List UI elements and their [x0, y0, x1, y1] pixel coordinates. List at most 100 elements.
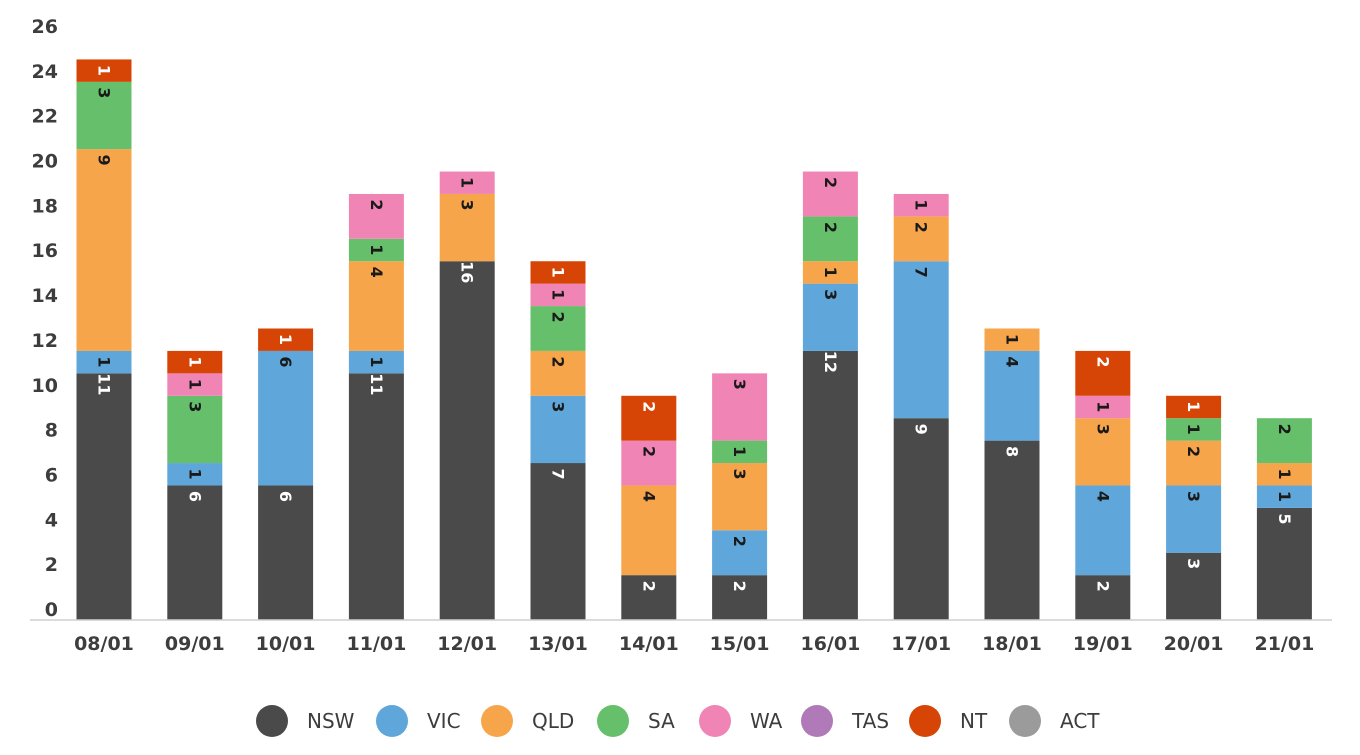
- bar-value-label: 2: [730, 581, 749, 592]
- bar-segment-sa: [530, 306, 586, 351]
- bar-segment-sa: [1256, 418, 1312, 464]
- legend: NSW VIC QLD SA WA TAS NT ACT: [256, 705, 1100, 737]
- bar-value-label: 2: [1093, 581, 1112, 592]
- bar-value-label: 4: [1093, 491, 1112, 502]
- bar-value-label: 8: [1003, 446, 1022, 457]
- bar-segment-vic: [712, 530, 768, 576]
- bar-segment-qld: [530, 350, 586, 396]
- bar-segment-nt: [1075, 350, 1131, 396]
- bar-value-label: 4: [639, 491, 658, 502]
- bar-segment-nsw: [348, 373, 404, 620]
- bar-segment-wa: [348, 193, 404, 239]
- bar-value-label: 1: [185, 356, 204, 367]
- legend-label-sa: SA: [648, 709, 675, 733]
- bar-value-label: 5: [1275, 513, 1294, 524]
- bar-segment-sa: [1166, 418, 1222, 441]
- x-tick-label: 16/01: [800, 633, 860, 655]
- bar-value-label: 2: [1275, 424, 1294, 435]
- y-tick-label: 18: [32, 195, 58, 217]
- bar-segment-vic: [348, 350, 404, 374]
- bar-value-label: 1: [458, 177, 477, 188]
- bar-segment-nt: [530, 261, 586, 284]
- bar-segment-nsw: [712, 575, 768, 620]
- bar-value-label: 1: [549, 289, 568, 300]
- bar-value-label: 2: [549, 356, 568, 367]
- bar-value-label: 11: [367, 373, 386, 395]
- bar-segment-qld: [712, 463, 768, 531]
- bar-segment-vic: [984, 350, 1040, 441]
- legend-label-qld: QLD: [532, 709, 574, 733]
- bar-value-label: 1: [1003, 334, 1022, 345]
- y-tick-label: 2: [45, 554, 58, 576]
- bar-segment-sa: [167, 395, 223, 464]
- bar-segment-nsw: [167, 485, 223, 620]
- bar-segment-nt: [76, 59, 132, 82]
- legend-swatch-wa: [699, 705, 731, 737]
- bar-value-label: 3: [821, 289, 840, 300]
- bar-value-label: 2: [821, 222, 840, 233]
- y-tick-label: 20: [32, 151, 58, 173]
- bar-value-label: 6: [185, 491, 204, 502]
- bar-value-label: 1: [95, 65, 114, 76]
- bar-value-label: 1: [1275, 491, 1294, 502]
- bar-segment-sa: [348, 238, 404, 262]
- y-tick-label: 0: [45, 599, 58, 621]
- bar-value-label: 4: [367, 267, 386, 278]
- y-tick-label: 6: [45, 464, 58, 486]
- bar-value-label: 1: [1184, 401, 1203, 412]
- bar-value-label: 2: [1184, 446, 1203, 457]
- bar-segment-vic: [1075, 485, 1131, 576]
- bar-value-label: 7: [912, 267, 931, 278]
- bar-segment-nsw: [439, 261, 495, 620]
- bar-value-label: 2: [912, 222, 931, 233]
- y-tick-label: 24: [32, 61, 58, 83]
- bar-value-label: 12: [821, 351, 840, 373]
- bar-value-label: 4: [1003, 356, 1022, 367]
- bar-value-label: 3: [1093, 424, 1112, 435]
- legend-swatch-qld: [481, 705, 513, 737]
- y-tick-label: 26: [32, 16, 58, 38]
- x-tick-label: 21/01: [1254, 633, 1314, 655]
- x-tick-label: 20/01: [1164, 633, 1224, 655]
- y-tick-label: 12: [32, 330, 58, 352]
- legend-label-act: ACT: [1060, 709, 1100, 733]
- bar-value-label: 1: [549, 267, 568, 278]
- x-tick-label: 08/01: [74, 633, 134, 655]
- legend-label-vic: VIC: [427, 709, 461, 733]
- bar-segment-nsw: [76, 373, 132, 620]
- bar-segment-nsw: [1166, 552, 1222, 620]
- legend-label-nt: NT: [960, 709, 988, 733]
- bar-value-label: 11: [95, 373, 114, 395]
- bar-segment-nt: [621, 395, 677, 441]
- bar-segment-nsw: [258, 485, 314, 620]
- bar-segment-nsw: [621, 575, 677, 620]
- bar-segment-qld: [1256, 463, 1312, 486]
- bar-value-label: 1: [1275, 468, 1294, 479]
- bar-value-label: 1: [95, 356, 114, 367]
- bar-value-label: 6: [276, 491, 295, 502]
- bar-segment-nt: [1166, 395, 1222, 419]
- x-tick-label: 12/01: [437, 633, 497, 655]
- bar-value-label: 2: [639, 446, 658, 457]
- bar-segment-vic: [167, 463, 223, 486]
- bar-segment-nt: [258, 328, 314, 351]
- x-tick-label: 17/01: [891, 633, 951, 655]
- bar-value-label: 3: [185, 401, 204, 412]
- bar-segment-nsw: [530, 463, 586, 620]
- bar-value-label: 7: [549, 468, 568, 479]
- bar-segment-nsw: [984, 440, 1040, 620]
- bar-segment-qld: [984, 328, 1040, 351]
- bar-value-label: 3: [95, 87, 114, 98]
- y-tick-label: 22: [32, 106, 58, 128]
- bar-segment-vic: [1166, 485, 1222, 553]
- bar-segment-vic: [1256, 485, 1312, 508]
- y-tick-label: 16: [32, 240, 58, 262]
- bar-segment-nsw: [1075, 575, 1131, 620]
- bar-value-label: 3: [1184, 558, 1203, 569]
- bar-segment-wa: [621, 440, 677, 486]
- bar-segment-qld: [1166, 440, 1222, 486]
- bar-value-label: 1: [185, 379, 204, 390]
- bar-segment-sa: [76, 81, 132, 150]
- bar-segment-sa: [712, 440, 768, 464]
- bar-segment-wa: [712, 373, 768, 441]
